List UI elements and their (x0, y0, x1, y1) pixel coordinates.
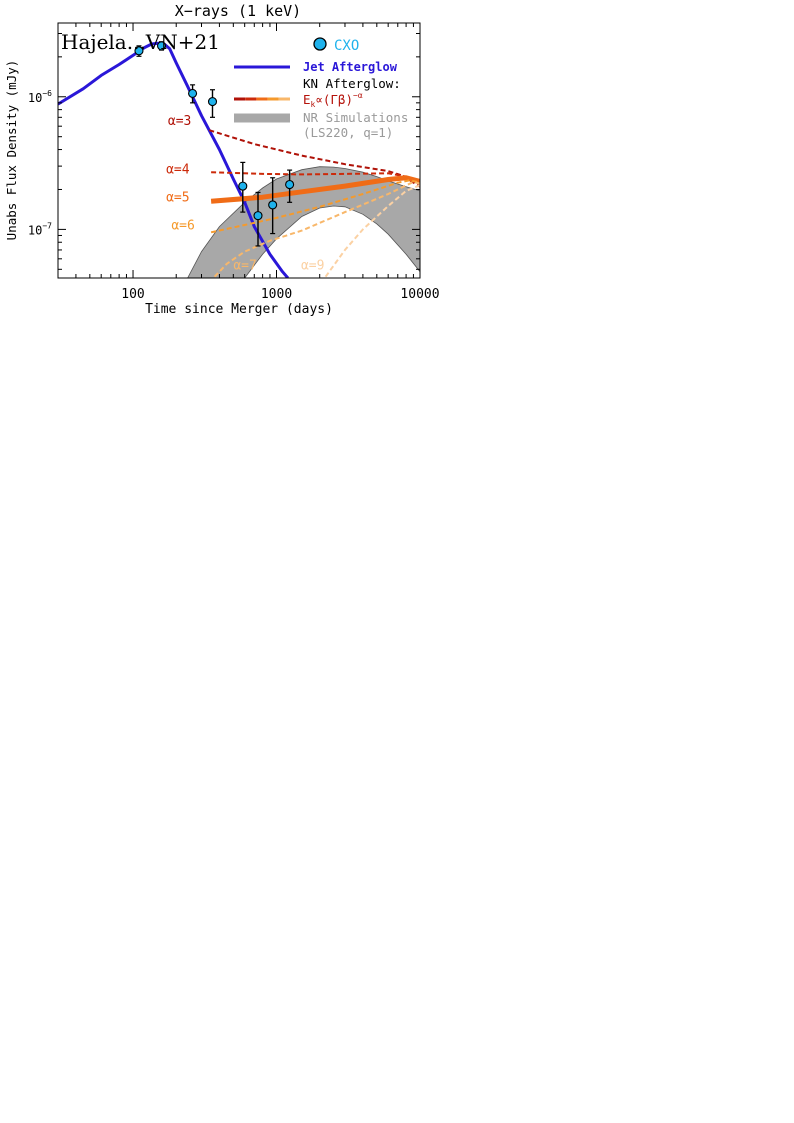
model-lines-layer (58, 41, 420, 278)
legend-kn-formula: Ek∝(Γβ)−α (303, 91, 363, 109)
cxo-data-point (188, 84, 198, 104)
legend-kn-header: KN Afterglow: (303, 76, 401, 91)
kn-alpha-7-line (213, 180, 420, 278)
kn-formula-base: E (303, 92, 311, 107)
cxo-marker (253, 211, 263, 221)
annotation-alpha-6: α=6 (171, 218, 194, 233)
cxo-marker (207, 97, 218, 107)
corner-label: Hajela...VN+21 (61, 30, 220, 54)
kn-alpha-5-line (210, 175, 420, 204)
plot-frame (57, 22, 421, 279)
legend-cxo-label: CXO (334, 38, 359, 54)
annotation-alpha-4: α=4 (166, 162, 190, 177)
y-axis-label: Unabs Flux Density (mJy) (4, 60, 19, 241)
kn-alpha-6-line (210, 179, 420, 234)
legend-cxo-marker (313, 37, 327, 51)
legend-nr-label-1: NR Simulations (303, 110, 408, 125)
cxo-data-point (156, 41, 167, 51)
x-axis-label: Time since Merger (days) (145, 302, 333, 317)
annotation-alpha-9: α=9 (301, 258, 324, 273)
annotation-alpha-5: α=5 (166, 191, 189, 206)
kn-alpha-9-line (324, 184, 420, 278)
y-tick-label: 10−7 (28, 221, 52, 237)
cxo-data-point (253, 191, 263, 247)
chart-title: X−rays (1 keV) (175, 2, 301, 20)
axis-ticks: 100 1000 10000 10−7 10−6 (28, 23, 440, 302)
cxo-marker (156, 41, 167, 51)
x-ray-flux-chart: X−rays (1 keV) 100 1000 10000 10−7 10−6 Haje… (4, 2, 440, 317)
annotation-alpha-3: α=3 (168, 114, 191, 129)
kn-formula-mid: ∝(Γβ) (315, 92, 353, 107)
kn-formula-exp: −α (353, 91, 363, 100)
x-tick-label: 100 (121, 287, 144, 302)
cxo-data-point (285, 169, 295, 203)
legend: CXO Jet Afterglow KN Afterglow: Ek∝(Γβ)−… (234, 37, 408, 140)
cxo-marker (268, 200, 278, 210)
cxo-marker (238, 181, 248, 191)
cxo-data-point (134, 45, 144, 57)
cxo-marker (134, 46, 144, 56)
legend-jet-label: Jet Afterglow (303, 60, 398, 74)
cxo-points-layer (134, 41, 295, 247)
kn-formula-sub: k (311, 100, 316, 109)
cxo-data-point (268, 177, 278, 235)
x-tick-label: 10000 (400, 287, 439, 302)
cxo-marker (188, 88, 198, 98)
alpha-annotations: α=3 α=4 α=5 α=6 α=7 α=9 (166, 114, 324, 273)
cxo-marker (285, 179, 295, 190)
y-tick-label: 10−6 (28, 89, 52, 105)
cxo-data-point (207, 89, 218, 118)
x-tick-label: 1000 (261, 287, 292, 302)
annotation-alpha-7: α=7 (233, 258, 256, 273)
kn-alpha-3-line (209, 129, 420, 188)
cxo-data-point (238, 161, 248, 213)
legend-nr-label-2: (LS220, q=1) (303, 125, 393, 140)
